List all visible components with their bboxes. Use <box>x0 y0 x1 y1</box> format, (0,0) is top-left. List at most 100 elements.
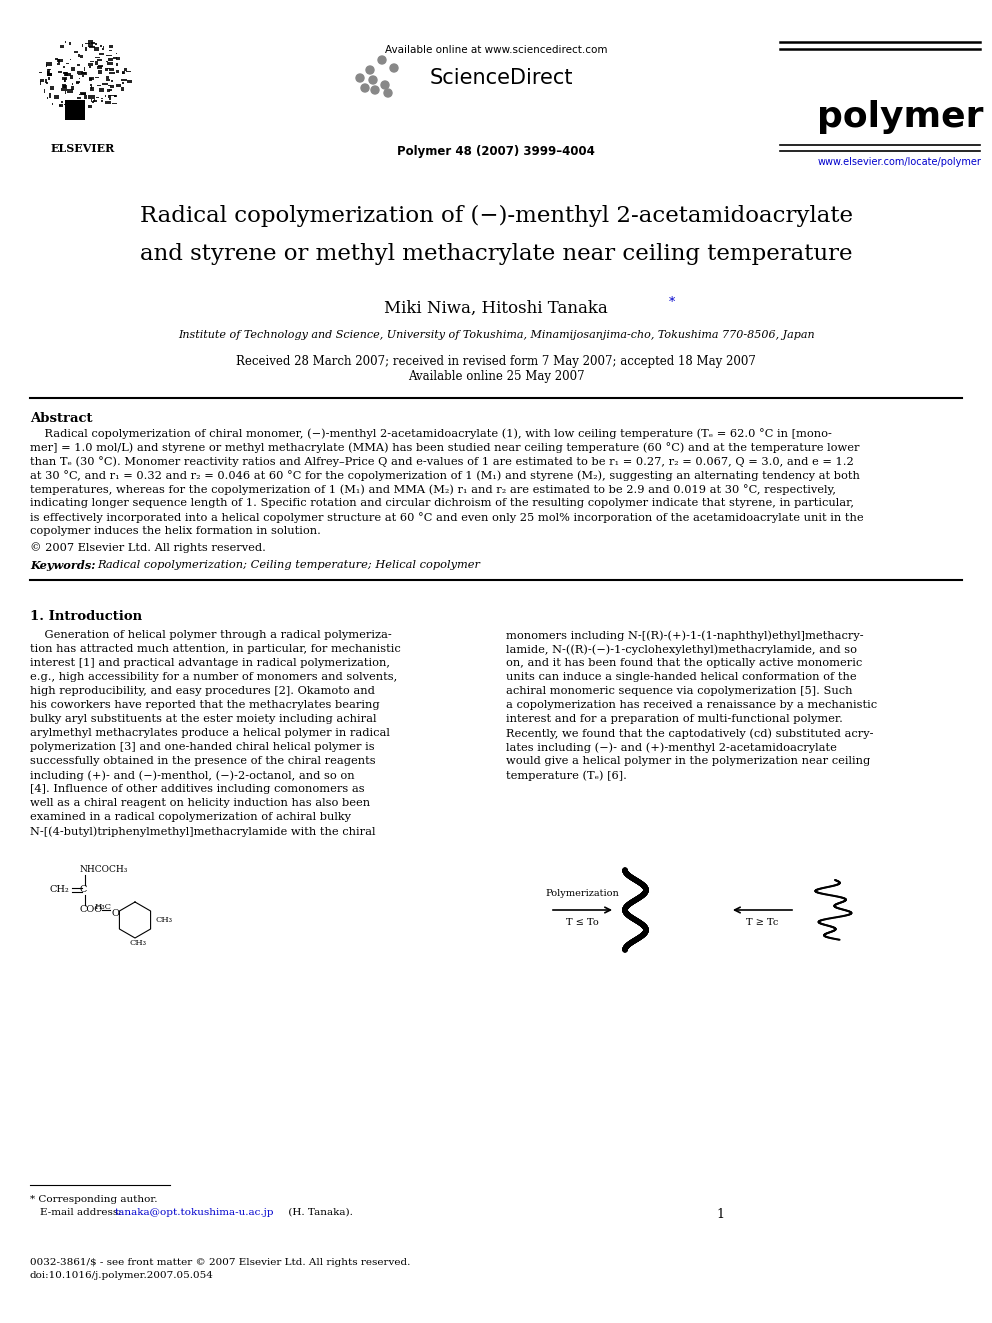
Bar <box>48 69 50 73</box>
Text: including (+)- and (−)-menthol, (−)-2-octanol, and so on: including (+)- and (−)-menthol, (−)-2-oc… <box>30 770 354 781</box>
Bar <box>87 106 92 107</box>
Text: doi:10.1016/j.polymer.2007.05.054: doi:10.1016/j.polymer.2007.05.054 <box>30 1271 214 1279</box>
Bar <box>91 86 92 89</box>
Bar <box>58 62 60 65</box>
Bar <box>116 53 117 54</box>
Bar <box>102 82 108 86</box>
Text: Radical copolymerization; Ceiling temperature; Helical copolymer: Radical copolymerization; Ceiling temper… <box>97 560 480 570</box>
Bar <box>67 89 72 93</box>
Text: [4]. Influence of other additives including comonomers as: [4]. Influence of other additives includ… <box>30 785 365 794</box>
Bar <box>49 77 50 79</box>
Bar <box>121 87 124 91</box>
Bar <box>106 75 109 79</box>
Bar <box>65 41 66 42</box>
Text: Radical copolymerization of (−)-menthyl 2-acetamidoacrylate: Radical copolymerization of (−)-menthyl … <box>140 205 852 228</box>
Text: www.elsevier.com/locate/polymer: www.elsevier.com/locate/polymer <box>818 157 982 167</box>
Text: a copolymerization has received a renaissance by a mechanistic: a copolymerization has received a renais… <box>506 700 877 710</box>
Bar <box>90 87 94 91</box>
Text: lamide, N-((R)-(−)-1-cyclohexylethyl)methacrylamide, and so: lamide, N-((R)-(−)-1-cyclohexylethyl)met… <box>506 644 857 655</box>
Text: at 30 °C, and r₁ = 0.32 and r₂ = 0.046 at 60 °C for the copolymerization of 1 (M: at 30 °C, and r₁ = 0.32 and r₂ = 0.046 a… <box>30 470 860 480</box>
Bar <box>91 99 92 102</box>
Text: lates including (−)- and (+)-menthyl 2-acetamidoacrylate: lates including (−)- and (+)-menthyl 2-a… <box>506 742 837 753</box>
Bar <box>49 93 51 97</box>
Text: 0032-3861/$ - see front matter © 2007 Elsevier Ltd. All rights reserved.: 0032-3861/$ - see front matter © 2007 El… <box>30 1258 411 1267</box>
Bar <box>58 60 62 62</box>
Bar <box>84 95 87 98</box>
Text: than Tₑ (30 °C). Monomer reactivity ratios and Alfrey–Price Q and e-values of 1 : than Tₑ (30 °C). Monomer reactivity rati… <box>30 456 854 467</box>
Bar <box>71 86 73 90</box>
Bar <box>97 66 102 69</box>
Text: Radical copolymerization of chiral monomer, (−)-menthyl 2-acetamidoacrylate (1),: Radical copolymerization of chiral monom… <box>30 429 832 439</box>
Text: tanaka@opt.tokushima-u.ac.jp: tanaka@opt.tokushima-u.ac.jp <box>115 1208 275 1217</box>
Text: Available online 25 May 2007: Available online 25 May 2007 <box>408 370 584 382</box>
Bar <box>122 71 125 74</box>
Text: high reproducibility, and easy procedures [2]. Okamoto and: high reproducibility, and easy procedure… <box>30 687 375 696</box>
Bar <box>108 58 113 61</box>
Text: tion has attracted much attention, in particular, for mechanistic: tion has attracted much attention, in pa… <box>30 644 401 654</box>
Bar <box>82 44 83 48</box>
Bar <box>88 42 92 46</box>
Bar <box>109 95 115 97</box>
Text: 1. Introduction: 1. Introduction <box>30 610 142 623</box>
Bar <box>49 73 53 75</box>
Bar <box>66 105 67 107</box>
Text: mer] = 1.0 mol/L) and styrene or methyl methacrylate (MMA) has been studied near: mer] = 1.0 mol/L) and styrene or methyl … <box>30 442 859 452</box>
Text: N-[(4-butyl)triphenylmethyl]methacrylamide with the chiral: N-[(4-butyl)triphenylmethyl]methacrylami… <box>30 826 376 836</box>
Bar <box>60 105 62 107</box>
Bar <box>95 61 98 65</box>
Text: and styrene or methyl methacrylate near ceiling temperature: and styrene or methyl methacrylate near … <box>140 243 852 265</box>
Text: Polymer 48 (2007) 3999–4004: Polymer 48 (2007) 3999–4004 <box>397 146 595 157</box>
Bar <box>96 97 99 98</box>
Bar <box>109 89 112 90</box>
Circle shape <box>369 75 377 83</box>
Bar <box>89 46 95 48</box>
Bar <box>62 77 66 81</box>
Bar <box>82 75 84 77</box>
Text: copolymer induces the helix formation in solution.: copolymer induces the helix formation in… <box>30 527 320 536</box>
Bar <box>46 82 48 85</box>
Bar <box>101 99 102 102</box>
Circle shape <box>390 64 398 71</box>
Text: Recently, we found that the captodatively (cd) substituted acry-: Recently, we found that the captodativel… <box>506 728 874 738</box>
Text: achiral monomeric sequence via copolymerization [5]. Such: achiral monomeric sequence via copolymer… <box>506 687 852 696</box>
Text: Miki Niwa, Hitoshi Tanaka: Miki Niwa, Hitoshi Tanaka <box>384 300 608 318</box>
Bar <box>106 54 112 57</box>
Bar <box>109 45 113 48</box>
Text: would give a helical polymer in the polymerization near ceiling: would give a helical polymer in the poly… <box>506 755 870 766</box>
Bar <box>95 77 99 78</box>
Bar <box>64 91 65 94</box>
Bar <box>110 85 114 89</box>
Text: Keywords:: Keywords: <box>30 560 99 572</box>
Text: E-mail address:: E-mail address: <box>40 1208 125 1217</box>
Bar <box>65 62 69 65</box>
Bar <box>98 70 102 74</box>
Bar <box>98 65 103 67</box>
Bar <box>105 102 110 105</box>
Circle shape <box>361 83 369 93</box>
Bar <box>69 41 71 45</box>
Bar <box>77 64 80 66</box>
Bar <box>55 58 58 60</box>
Bar <box>65 106 67 108</box>
Bar <box>80 93 86 95</box>
Bar <box>54 95 59 98</box>
Bar <box>62 85 66 87</box>
Bar <box>39 71 42 74</box>
Bar <box>95 57 100 58</box>
Circle shape <box>371 86 379 94</box>
Text: ScienceDirect: ScienceDirect <box>430 67 573 89</box>
Bar <box>80 56 82 58</box>
Bar <box>116 57 120 60</box>
Text: C: C <box>80 885 87 894</box>
Bar <box>104 67 108 71</box>
Bar <box>92 95 95 99</box>
Circle shape <box>384 89 392 97</box>
Text: on, and it has been found that the optically active monomeric: on, and it has been found that the optic… <box>506 658 862 668</box>
Text: his coworkers have reported that the methacrylates bearing: his coworkers have reported that the met… <box>30 700 380 710</box>
Bar <box>83 67 85 71</box>
Bar <box>109 71 115 74</box>
Text: *: * <box>669 296 676 310</box>
Bar <box>88 78 92 81</box>
Bar <box>116 83 121 86</box>
Text: O: O <box>111 909 119 917</box>
